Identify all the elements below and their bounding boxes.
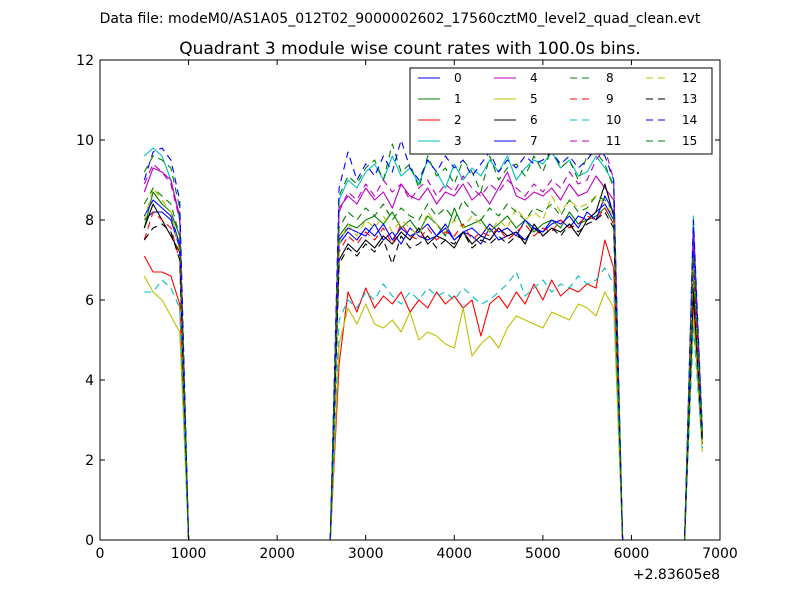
x-tick-label: 6000 bbox=[614, 546, 650, 562]
legend-label: 8 bbox=[606, 71, 614, 85]
series-line-4 bbox=[143, 167, 703, 540]
legend-entry-11: 11 bbox=[570, 134, 621, 148]
legend-entry-1: 1 bbox=[418, 92, 462, 106]
chart-title: Quadrant 3 module wise count rates with … bbox=[179, 39, 640, 59]
legend-entry-10: 10 bbox=[570, 113, 621, 127]
y-tick-label: 0 bbox=[85, 533, 94, 549]
legend-label: 6 bbox=[530, 113, 538, 127]
legend-entry-12: 12 bbox=[646, 71, 697, 85]
x-tick-label: 2000 bbox=[259, 546, 295, 562]
series-line-5 bbox=[143, 275, 703, 540]
y-tick-label: 8 bbox=[85, 213, 94, 229]
legend-label: 0 bbox=[454, 71, 462, 85]
legend-entry-14: 14 bbox=[646, 113, 697, 127]
y-tick-label: 4 bbox=[85, 373, 94, 389]
legend-entry-15: 15 bbox=[646, 134, 697, 148]
series-layer bbox=[143, 139, 703, 540]
figure-suptitle: Data file: modeM0/AS1A05_012T02_90000026… bbox=[100, 11, 701, 27]
legend-label: 7 bbox=[530, 134, 538, 148]
x-tick-label: 1000 bbox=[171, 546, 207, 562]
x-tick-label: 4000 bbox=[436, 546, 472, 562]
legend-entry-7: 7 bbox=[494, 134, 538, 148]
legend-label: 11 bbox=[606, 134, 621, 148]
legend-label: 5 bbox=[530, 92, 538, 106]
series-line-6 bbox=[143, 183, 703, 540]
series-line-1 bbox=[143, 191, 703, 540]
x-offset-label: +2.83605e8 bbox=[633, 567, 720, 583]
legend-entry-2: 2 bbox=[418, 113, 462, 127]
series-line-7 bbox=[143, 195, 703, 540]
legend-label: 10 bbox=[606, 113, 621, 127]
y-tick-label: 12 bbox=[76, 53, 94, 69]
y-tick-label: 2 bbox=[85, 453, 94, 469]
legend-label: 2 bbox=[454, 113, 462, 127]
legend-label: 13 bbox=[682, 92, 697, 106]
legend-label: 14 bbox=[682, 113, 697, 127]
legend-entry-6: 6 bbox=[494, 113, 538, 127]
legend-frame bbox=[409, 67, 713, 155]
legend-entry-13: 13 bbox=[646, 92, 697, 106]
legend-label: 12 bbox=[682, 71, 697, 85]
legend-entry-8: 8 bbox=[570, 71, 614, 85]
x-tick-label: 5000 bbox=[525, 546, 561, 562]
x-tick-label: 7000 bbox=[702, 546, 738, 562]
series-line-10 bbox=[144, 267, 703, 540]
series-line-2 bbox=[143, 239, 703, 540]
series-line-15 bbox=[143, 187, 703, 540]
legend-label: 15 bbox=[682, 134, 697, 148]
legend-entry-5: 5 bbox=[494, 92, 538, 106]
series-line-14 bbox=[143, 139, 703, 540]
series-line-12 bbox=[143, 187, 703, 540]
x-tick-label: 0 bbox=[96, 546, 105, 562]
legend-label: 9 bbox=[606, 92, 614, 106]
legend-entry-3: 3 bbox=[418, 134, 462, 148]
legend-entry-0: 0 bbox=[418, 71, 462, 85]
legend-entry-4: 4 bbox=[494, 71, 538, 85]
x-tick-label: 3000 bbox=[348, 546, 384, 562]
series-line-9 bbox=[143, 207, 703, 540]
plot-frame bbox=[99, 59, 721, 541]
y-tick-label: 6 bbox=[85, 293, 94, 309]
series-line-8 bbox=[143, 143, 703, 540]
legend-label: 4 bbox=[530, 71, 538, 85]
legend-entry-9: 9 bbox=[570, 92, 614, 106]
y-tick-label: 10 bbox=[76, 133, 94, 149]
legend-label: 3 bbox=[454, 134, 462, 148]
series-line-0 bbox=[143, 203, 703, 540]
legend-label: 1 bbox=[454, 92, 462, 106]
